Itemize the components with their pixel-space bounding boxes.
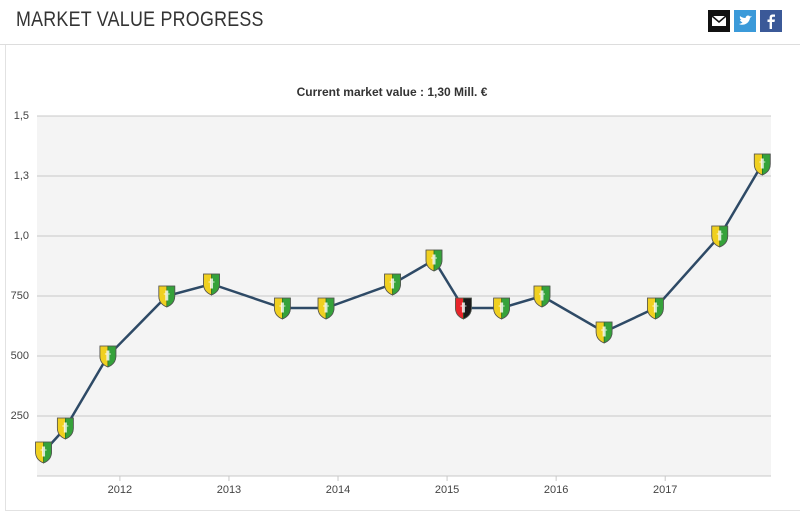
club-badge	[99, 345, 117, 368]
badge-point	[158, 285, 176, 308]
badge-emblem	[389, 278, 396, 289]
badge-emblem	[430, 254, 437, 265]
badge-point	[425, 249, 443, 272]
x-tick-label: 2015	[435, 484, 459, 496]
badge-emblem	[62, 422, 69, 433]
value-line	[42, 163, 764, 453]
club-badge	[384, 273, 401, 296]
club-badge	[203, 273, 220, 296]
twitter-share[interactable]	[734, 10, 756, 32]
y-tick-label: 750	[11, 290, 29, 302]
club-badge	[711, 225, 729, 248]
badge-point	[317, 297, 335, 320]
badge-point	[99, 345, 117, 368]
club-badge	[595, 321, 613, 344]
x-tick-label: 2012	[108, 484, 132, 496]
badge-emblem	[323, 302, 330, 313]
y-tick-label: 1,5	[14, 110, 29, 122]
header-divider	[0, 44, 800, 45]
frame	[5, 45, 800, 511]
badge-point	[384, 273, 401, 296]
badge-emblem	[759, 158, 766, 169]
badge-point	[455, 297, 472, 320]
badge-point	[646, 297, 664, 320]
club-badge	[425, 249, 443, 272]
badge-emblem	[538, 290, 545, 301]
club-badge	[455, 297, 472, 320]
y-tick-label: 250	[11, 410, 29, 422]
badge-point	[753, 153, 771, 176]
facebook-share[interactable]	[760, 10, 782, 32]
x-tick-label: 2014	[326, 484, 350, 496]
x-tick-label: 2013	[217, 484, 241, 496]
club-badge	[273, 297, 291, 320]
badge-point	[533, 285, 551, 308]
y-tick-label: 1,3	[14, 170, 29, 182]
badge-emblem	[601, 326, 608, 337]
badge-point	[35, 441, 52, 464]
y-tick-label: 500	[11, 350, 29, 362]
badge-point	[493, 297, 511, 320]
badge-emblem	[279, 302, 286, 313]
x-tick-label: 2017	[653, 484, 677, 496]
badge-emblem	[163, 290, 170, 301]
club-badge	[493, 297, 511, 320]
chart-subtitle: Current market value : 1,30 Mill. €	[297, 85, 488, 99]
club-badge	[533, 285, 551, 308]
club-badge	[646, 297, 664, 320]
badge-point	[203, 273, 220, 296]
badge-emblem	[716, 230, 723, 241]
badge-emblem	[40, 446, 47, 457]
email-share[interactable]	[708, 10, 730, 32]
badge-point	[595, 321, 613, 344]
badge-point	[56, 417, 74, 440]
badge-emblem	[460, 302, 467, 313]
club-badge	[753, 153, 771, 176]
club-badge	[56, 417, 74, 440]
y-tick-label: 1,0	[14, 230, 29, 242]
badge-emblem	[498, 302, 505, 313]
badge-point	[711, 225, 729, 248]
club-badge	[317, 297, 335, 320]
badge-point	[273, 297, 291, 320]
badge-emblem	[652, 302, 659, 313]
club-badge	[158, 285, 176, 308]
x-tick-label: 2016	[544, 484, 568, 496]
badge-emblem	[208, 278, 215, 289]
club-badge	[35, 441, 52, 464]
header-title: MARKET VALUE PROGRESS	[16, 8, 264, 31]
badge-emblem	[104, 350, 111, 361]
